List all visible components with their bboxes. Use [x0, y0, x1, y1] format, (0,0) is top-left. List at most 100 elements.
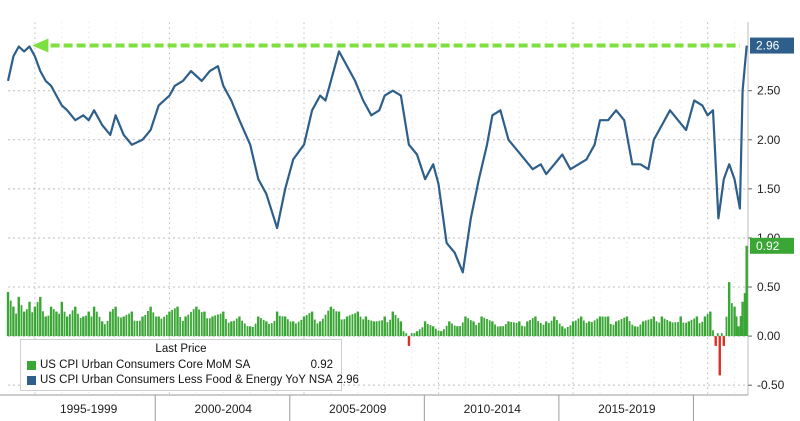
- bar-core-mom: [397, 318, 400, 337]
- bar-core-mom: [569, 325, 572, 337]
- bar-core-mom: [743, 293, 746, 337]
- bar-core-mom: [230, 321, 233, 337]
- bar-core-mom: [168, 311, 171, 337]
- bar-core-mom: [28, 301, 31, 337]
- bar-core-mom: [278, 315, 281, 337]
- bar-core-mom: [539, 322, 542, 337]
- bar-core-mom: [9, 300, 12, 337]
- bar-core-mom: [305, 315, 308, 337]
- bar-core-mom: [372, 321, 376, 337]
- bar-core-mom: [544, 321, 548, 337]
- bar-core-mom: [437, 330, 440, 337]
- bar-core-mom: [138, 320, 141, 337]
- bar-core-mom: [561, 326, 564, 337]
- bar-core-mom: [459, 326, 461, 337]
- bar-core-mom: [690, 319, 693, 337]
- bar-core-mom: [434, 328, 437, 337]
- bar-core-mom: [486, 318, 488, 337]
- bar-core-mom: [620, 318, 623, 337]
- bar-core-mom: [612, 324, 615, 337]
- bar-core-mom: [246, 326, 249, 337]
- bar-core-mom: [518, 321, 521, 337]
- bar-core-mom: [647, 319, 650, 337]
- bar-core-mom: [300, 319, 303, 337]
- bar-core-mom: [735, 316, 738, 337]
- bar-core-mom: [381, 320, 383, 337]
- bar-core-mom: [340, 319, 343, 337]
- bar-core-mom: [448, 321, 451, 337]
- bar-core-mom: [270, 323, 273, 337]
- bar-core-mom: [332, 308, 335, 337]
- bar-core-mom: [720, 333, 723, 337]
- bar-core-mom: [92, 306, 96, 337]
- bar-core-mom: [106, 320, 109, 337]
- bar-core-mom: [351, 314, 354, 337]
- bar-core-mom: [478, 322, 480, 337]
- bar-core-mom: [745, 245, 748, 337]
- bar-core-mom: [117, 316, 120, 337]
- legend-value-core-mom: 0.92: [310, 359, 333, 371]
- bar-core-mom: [523, 326, 526, 337]
- bar-core-mom: [313, 319, 316, 337]
- bar-core-mom: [289, 321, 292, 337]
- bar-core-mom: [79, 317, 82, 337]
- bar-core-mom: [219, 313, 222, 337]
- bar-core-mom: [553, 316, 556, 337]
- bar-core-mom: [418, 329, 421, 337]
- legend-item-core-yoy: US CPI Urban Consumers Less Food & Energ…: [27, 373, 359, 387]
- bar-core-mom: [324, 314, 327, 337]
- bar-core-mom: [367, 319, 370, 337]
- bar-core-mom: [668, 321, 672, 337]
- bar-core-mom: [87, 311, 90, 337]
- bar-core-mom: [614, 321, 618, 337]
- bar-core-mom: [17, 296, 20, 337]
- bar-core-mom: [445, 325, 448, 337]
- bar-core-mom: [147, 311, 149, 337]
- bar-core-mom: [718, 336, 721, 376]
- bar-core-mom: [262, 319, 265, 337]
- arrow-head: [32, 38, 49, 53]
- bar-core-mom: [292, 321, 295, 337]
- bar-core-mom: [531, 318, 534, 337]
- bar-core-mom: [658, 322, 661, 337]
- bar-core-mom: [47, 315, 50, 337]
- bar-core-mom: [157, 316, 160, 337]
- bar-core-mom: [464, 316, 467, 337]
- bar-core-mom: [687, 321, 690, 337]
- bar-core-mom: [383, 316, 386, 337]
- bar-core-mom: [440, 331, 443, 337]
- bar-core-mom: [601, 316, 604, 337]
- badge-0: [750, 37, 794, 54]
- bar-core-mom: [469, 320, 472, 337]
- y-axis: 2.502.001.501.000.500.00-0.50: [748, 84, 785, 392]
- bar-core-mom: [241, 320, 244, 337]
- badge-text: 0.92: [756, 239, 780, 253]
- bar-core-mom: [233, 320, 235, 337]
- bar-core-mom: [42, 311, 44, 337]
- bar-core-mom: [625, 316, 629, 337]
- bar-core-mom: [335, 311, 338, 337]
- bar-core-mom: [33, 306, 37, 337]
- bar-core-mom: [421, 327, 424, 337]
- bar-core-mom: [31, 312, 34, 337]
- bar-core-mom: [160, 318, 163, 337]
- bar-core-mom: [628, 320, 631, 337]
- x-tick-label: 1995-1999: [60, 402, 118, 416]
- legend-item-core-mom: US CPI Urban Consumers Core MoM SA 0.92: [27, 358, 333, 372]
- bar-core-mom: [701, 321, 704, 337]
- bar-core-mom: [268, 323, 270, 337]
- bar-core-mom: [496, 326, 499, 337]
- bar-core-mom: [617, 320, 620, 337]
- bar-core-mom: [423, 321, 427, 337]
- bar-core-mom: [39, 296, 42, 337]
- bar-core-mom: [95, 311, 98, 337]
- bar-core-mom: [579, 316, 583, 337]
- bar-core-mom: [415, 331, 419, 337]
- x-tick-label: 2015-2019: [598, 402, 656, 416]
- bar-core-mom: [295, 323, 297, 337]
- bar-core-mom: [571, 321, 575, 337]
- bar-core-mom: [714, 336, 717, 346]
- bar-core-mom: [152, 312, 155, 337]
- x-tick-label: 2000-2004: [195, 402, 253, 416]
- bar-core-mom: [273, 320, 276, 337]
